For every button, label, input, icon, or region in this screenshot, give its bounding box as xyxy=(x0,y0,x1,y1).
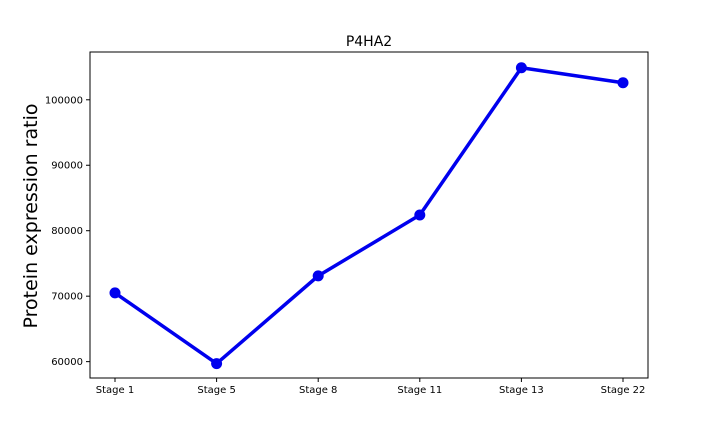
x-tick-label: Stage 22 xyxy=(601,385,646,396)
y-tick-label: 100000 xyxy=(45,95,83,106)
chart-title: P4HA2 xyxy=(346,34,392,50)
x-tick-label: Stage 13 xyxy=(499,385,544,396)
y-tick-label: 70000 xyxy=(51,292,83,303)
data-point xyxy=(312,270,324,282)
y-axis-label: Protein expression ratio xyxy=(20,104,42,329)
data-point xyxy=(515,62,527,74)
x-axis: Stage 1 Stage 5 Stage 8 Stage 11 Stage 13 Sta… xyxy=(96,378,646,396)
x-tick-label: Stage 11 xyxy=(397,385,442,396)
x-tick-label: Stage 1 xyxy=(96,385,134,396)
data-point xyxy=(211,358,223,370)
series-line xyxy=(114,65,624,366)
y-tick-label: 60000 xyxy=(51,357,83,368)
data-point xyxy=(109,287,121,299)
x-tick-label: Stage 8 xyxy=(299,385,337,396)
y-tick-label: 90000 xyxy=(51,161,83,172)
data-point xyxy=(414,209,426,221)
x-tick-label: Stage 5 xyxy=(197,385,235,396)
plot-area-frame xyxy=(89,51,649,379)
series-group xyxy=(109,62,629,370)
y-axis: 60000 70000 80000 90000 100000 xyxy=(45,95,90,368)
y-tick-label: 80000 xyxy=(51,226,83,237)
data-point xyxy=(617,77,629,89)
